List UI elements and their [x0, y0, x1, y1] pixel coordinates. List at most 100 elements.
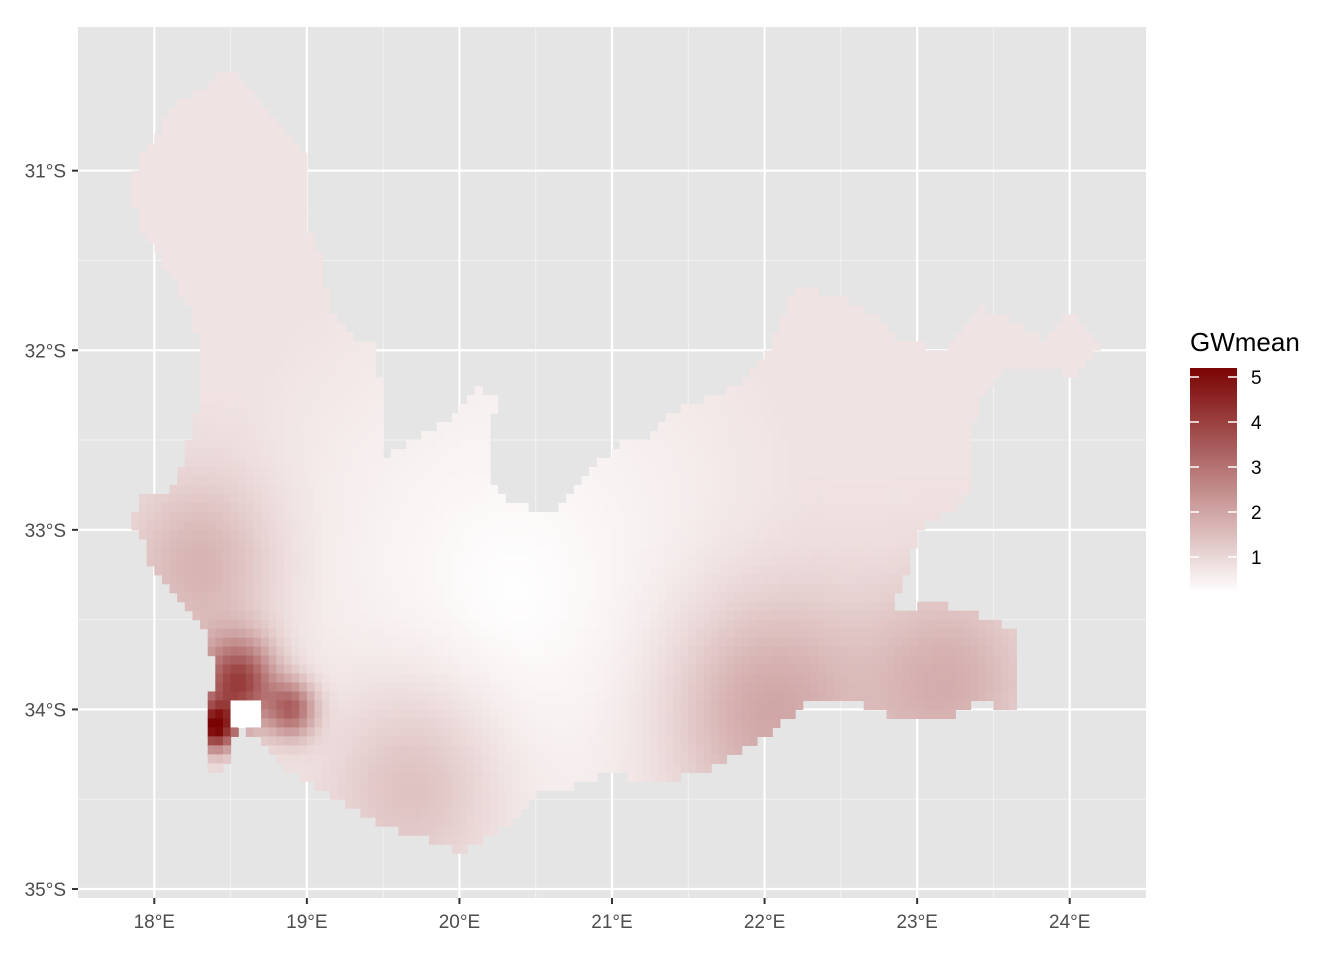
raster-cell — [238, 449, 247, 459]
raster-cell — [520, 799, 529, 809]
raster-cell — [596, 610, 605, 621]
raster-cell — [253, 565, 262, 576]
raster-cell — [528, 565, 537, 576]
raster-cell — [291, 377, 300, 387]
raster-cell — [459, 844, 468, 854]
raster-cell — [268, 197, 277, 208]
raster-cell — [207, 529, 216, 540]
raster-cell — [795, 610, 804, 621]
raster-cell — [825, 377, 834, 387]
raster-cell — [314, 520, 323, 531]
raster-cell — [894, 475, 903, 486]
raster-cell — [360, 350, 369, 360]
raster-cell — [657, 628, 666, 639]
raster-cell — [207, 502, 216, 513]
raster-cell — [222, 664, 232, 675]
raster-cell — [894, 700, 903, 711]
raster-cell — [673, 520, 682, 531]
raster-cell — [299, 278, 308, 288]
raster-cell — [207, 386, 216, 396]
raster-cell — [772, 655, 781, 666]
raster-cell — [764, 350, 773, 360]
raster-cell — [856, 592, 865, 603]
raster-cell — [291, 583, 300, 594]
raster-cell — [184, 161, 194, 172]
raster-cell — [528, 736, 537, 746]
raster-cell — [299, 727, 308, 737]
raster-cell — [467, 745, 476, 755]
raster-cell — [566, 745, 575, 755]
raster-cell — [276, 565, 285, 576]
raster-cell — [207, 727, 216, 737]
raster-cell — [688, 547, 697, 558]
raster-cell — [695, 682, 705, 693]
raster-cell — [299, 296, 308, 306]
raster-cell — [322, 745, 331, 755]
raster-cell — [322, 386, 331, 396]
raster-cell — [612, 691, 621, 702]
raster-cell — [764, 565, 773, 576]
raster-cell — [451, 646, 461, 657]
raster-cell — [749, 538, 758, 549]
raster-cell — [779, 646, 789, 657]
raster-cell — [238, 152, 247, 163]
raster-cell — [558, 718, 567, 728]
raster-cell — [253, 116, 262, 127]
raster-cell — [398, 817, 407, 827]
raster-cell — [726, 386, 735, 396]
raster-cell — [192, 323, 201, 333]
raster-cell — [734, 601, 743, 612]
raster-cell — [802, 601, 811, 612]
raster-cell — [200, 475, 209, 486]
raster-cell — [306, 278, 316, 288]
raster-cell — [238, 718, 247, 728]
raster-cell — [756, 556, 766, 567]
raster-cell — [863, 377, 872, 387]
raster-cell — [619, 610, 628, 621]
raster-cell — [634, 682, 644, 693]
raster-cell — [505, 763, 514, 773]
raster-cell — [840, 458, 850, 468]
raster-cell — [436, 682, 445, 693]
raster-cell — [932, 368, 941, 378]
raster-cell — [871, 422, 880, 432]
raster-cell — [932, 440, 941, 450]
raster-cell — [932, 655, 941, 666]
raster-cell — [772, 449, 781, 459]
raster-cell — [703, 574, 712, 585]
raster-cell — [795, 377, 804, 387]
raster-cell — [436, 520, 445, 531]
raster-cell — [352, 386, 361, 396]
raster-cell — [894, 458, 903, 468]
raster-cell — [283, 655, 293, 666]
raster-cell — [833, 314, 842, 324]
raster-cell — [711, 673, 720, 684]
raster-cell — [817, 556, 827, 567]
raster-cell — [283, 431, 293, 441]
raster-cell — [642, 700, 651, 711]
raster-cell — [200, 260, 209, 271]
raster-cell — [879, 440, 888, 450]
raster-cell — [756, 727, 766, 737]
raster-cell — [299, 395, 308, 405]
raster-cell — [322, 493, 331, 504]
raster-cell — [161, 565, 171, 576]
raster-cell — [779, 628, 789, 639]
raster-cell — [802, 431, 811, 441]
raster-cell — [550, 691, 560, 702]
raster-cell — [497, 673, 506, 684]
raster-cell — [955, 646, 964, 657]
raster-cell — [154, 242, 163, 253]
raster-cell — [367, 808, 377, 818]
raster-cell — [131, 197, 140, 208]
raster-cell — [734, 691, 743, 702]
raster-cell — [756, 395, 766, 405]
raster-cell — [245, 601, 255, 612]
raster-cell — [909, 502, 918, 513]
raster-cell — [955, 341, 964, 351]
raster-cell — [985, 359, 995, 369]
raster-cell — [161, 538, 171, 549]
raster-cell — [215, 619, 224, 630]
raster-cell — [406, 763, 415, 773]
raster-cell — [932, 404, 941, 414]
